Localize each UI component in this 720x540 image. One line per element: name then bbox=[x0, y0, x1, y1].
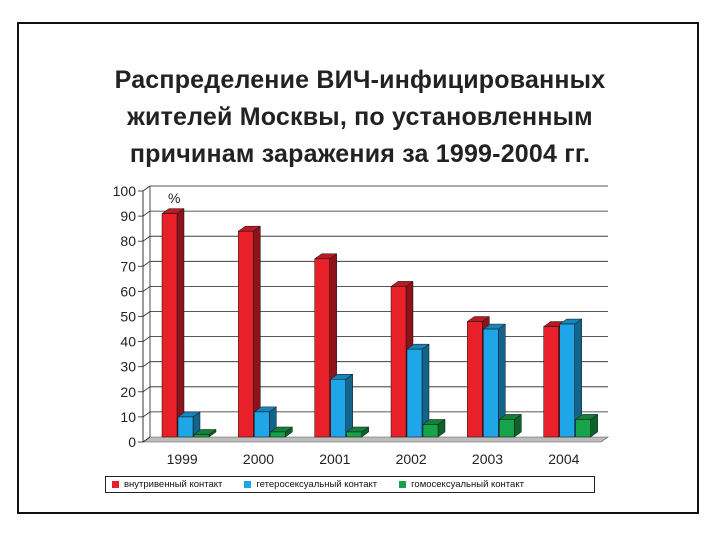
y-tick-label: 10 bbox=[120, 409, 136, 425]
y-tick-label: 60 bbox=[120, 283, 136, 299]
x-tick-label: 2001 bbox=[319, 451, 350, 467]
y-tick-label: 40 bbox=[120, 334, 136, 350]
y-tick-connector bbox=[142, 386, 151, 393]
y-tick-label: 80 bbox=[120, 233, 136, 249]
bar-2002-series-2 bbox=[422, 418, 446, 438]
legend-label: внутривенный контакт bbox=[124, 479, 223, 490]
y-tick-label: 50 bbox=[120, 309, 136, 325]
bar-1999-series-2 bbox=[193, 429, 217, 438]
y-tick-connector bbox=[142, 311, 151, 317]
title-line-2: жителей Москвы, по установленным bbox=[127, 103, 593, 131]
legend-item-2: гомосексуальный контакт bbox=[399, 479, 524, 490]
title-line-3: причинам заражения за 1999-2004 гг. bbox=[129, 140, 591, 168]
legend-swatch bbox=[399, 481, 407, 488]
bar-2003-series-2 bbox=[498, 413, 523, 438]
y-tick-connector bbox=[142, 185, 151, 192]
x-tick-label: 2002 bbox=[396, 451, 427, 467]
y-tick-connector bbox=[142, 235, 151, 242]
chart-legend: внутривенный контакт гетеросексуальный ко… bbox=[105, 476, 595, 493]
bar-2004-series-2 bbox=[574, 413, 599, 438]
legend-swatch bbox=[244, 481, 252, 488]
bar-2000-series-2 bbox=[269, 426, 294, 438]
legend-label: гетеросексуальный контакт bbox=[256, 479, 378, 490]
bar-2002-series-1 bbox=[406, 343, 430, 438]
legend-item-1: гетеросексуальный контакт bbox=[244, 479, 377, 490]
bar-2001-series-2 bbox=[345, 426, 370, 438]
y-tick-connector bbox=[142, 436, 151, 443]
bar-2001-series-1 bbox=[329, 373, 354, 438]
x-tick-label: 1999 bbox=[167, 451, 198, 467]
legend-swatch bbox=[112, 481, 119, 488]
x-tick-label: 2004 bbox=[548, 451, 579, 467]
y-tick-label: 100 bbox=[113, 183, 137, 199]
chart-title: Распределение ВИЧ-инфицированных жителей… bbox=[20, 62, 700, 173]
x-tick-label: 2000 bbox=[243, 451, 274, 467]
y-tick-connector bbox=[142, 361, 151, 368]
legend-item-0: внутривенный контакт bbox=[112, 479, 222, 490]
y-tick-connector bbox=[142, 336, 151, 342]
y-tick-label: 0 bbox=[128, 434, 136, 450]
bar-2004-series-1 bbox=[558, 318, 583, 438]
y-tick-connector bbox=[142, 260, 151, 267]
unit-label: % bbox=[168, 190, 180, 206]
x-tick-label: 2003 bbox=[472, 451, 503, 467]
title-line-1: Распределение ВИЧ-инфицированных bbox=[114, 66, 606, 94]
bar-1999-series-1 bbox=[177, 411, 201, 438]
legend-label: гомосексуальный контакт bbox=[411, 479, 524, 490]
y-tick-label: 90 bbox=[120, 208, 136, 224]
bar-2000-series-0 bbox=[237, 225, 262, 438]
bar-2003-series-1 bbox=[482, 323, 507, 438]
y-tick-connector bbox=[142, 411, 151, 418]
y-tick-connector bbox=[142, 210, 151, 217]
y-tick-label: 30 bbox=[120, 359, 136, 375]
chart-floor bbox=[142, 436, 609, 443]
y-tick-label: 70 bbox=[120, 258, 136, 274]
bar-1999-series-0 bbox=[161, 208, 185, 438]
y-tick-label: 20 bbox=[120, 384, 136, 400]
y-tick-connector bbox=[142, 286, 151, 292]
